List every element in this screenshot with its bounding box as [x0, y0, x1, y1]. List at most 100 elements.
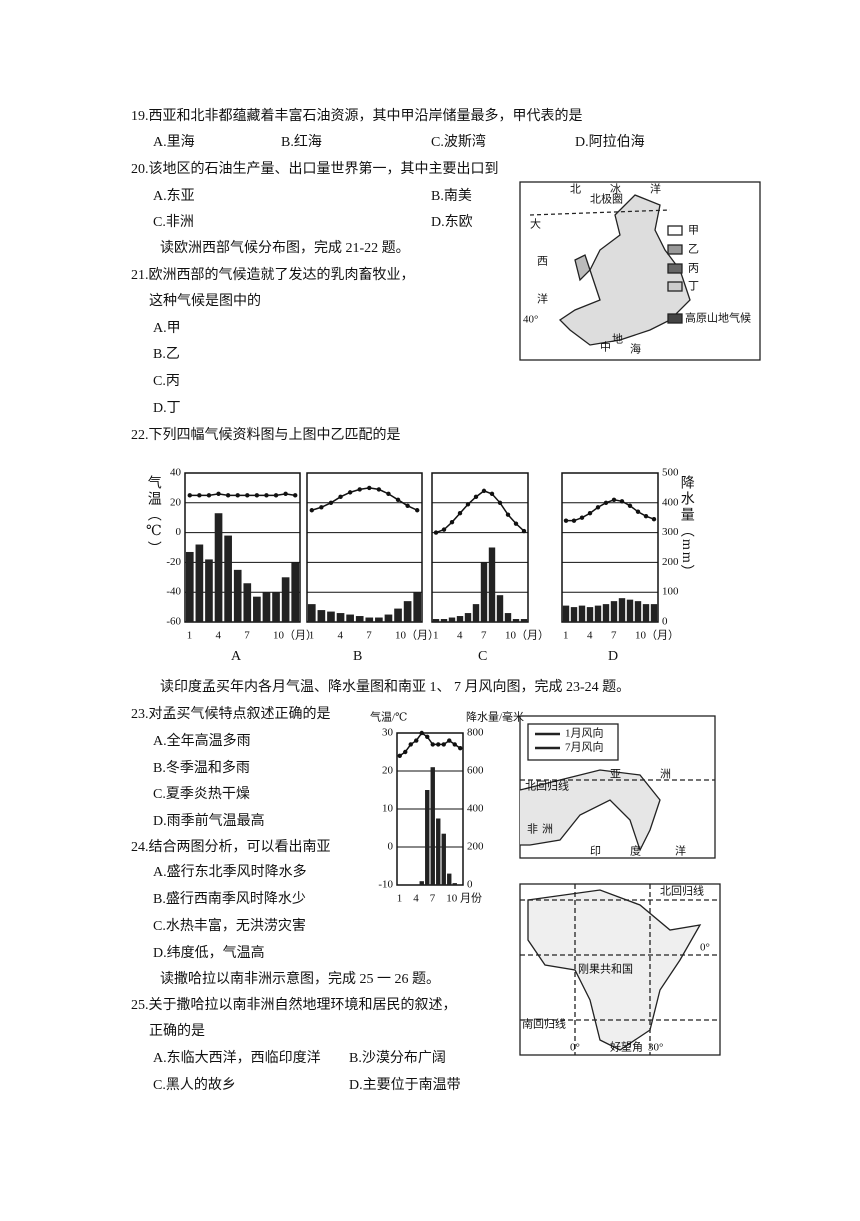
precipitation-bar — [430, 767, 435, 885]
y-tick-label: 40 — [170, 467, 182, 479]
south-asia-map — [519, 715, 716, 859]
precipitation-bar — [618, 598, 626, 622]
option: B.沙漠分布广阔 — [349, 1050, 446, 1066]
precipitation-bar — [233, 569, 242, 622]
panel-label: B — [353, 649, 362, 664]
temperature-point — [397, 753, 402, 758]
temperature-point — [458, 746, 463, 751]
temperature-point — [619, 499, 625, 504]
x-tick-label: 7 — [481, 630, 487, 642]
precipitation-bar — [307, 604, 316, 622]
temperature-point — [408, 742, 413, 747]
option: D.纬度低，气温高 — [153, 944, 265, 961]
precipitation-bar — [272, 592, 280, 622]
temperature-point — [481, 488, 487, 494]
option: B.乙 — [153, 346, 180, 362]
temperature-point — [651, 516, 657, 522]
precipitation-bar — [626, 599, 634, 622]
option: D.东欧 — [431, 214, 473, 230]
map-label: 北回归线 — [660, 884, 704, 898]
temperature-point — [264, 493, 269, 498]
y-tick-label: 10 — [382, 803, 394, 815]
temperature-point — [328, 500, 334, 505]
instruction: 读撒哈拉以南非洲示意图，完成 25 一 26 题。 — [160, 970, 440, 987]
x-tick-label: 10（月） — [505, 629, 549, 642]
x-tick-label: 10（月） — [395, 629, 439, 642]
x-tick-label: 1 — [397, 893, 403, 905]
temperature-point — [319, 505, 324, 510]
legend-label: 丙 — [688, 263, 699, 275]
temperature-point — [338, 494, 343, 500]
y-tick-label: -60 — [166, 616, 181, 628]
legend-label: 高原山地气候 — [685, 311, 751, 325]
precipitation-bar — [464, 613, 472, 622]
precipitation-bar — [504, 613, 512, 622]
x-tick-label: 1 — [433, 630, 439, 642]
map-label: 洋 — [650, 182, 661, 196]
precipitation-bar — [436, 818, 441, 885]
precipitation-bar — [205, 559, 213, 622]
legend-label: 7月风向 — [565, 740, 604, 754]
legend-label: 丁 — [688, 281, 699, 293]
temperature-point — [497, 500, 503, 505]
precipitation-bar — [512, 619, 520, 622]
temperature-point — [225, 493, 231, 498]
option: D.丁 — [153, 401, 181, 416]
y-tick-label: -40 — [166, 586, 181, 598]
temperature-point — [293, 493, 298, 498]
temperature-point — [587, 511, 593, 516]
precipitation-bar — [578, 605, 586, 622]
option: B.冬季温和多雨 — [153, 759, 250, 776]
map-label: 北回归线 — [525, 779, 569, 793]
map-label: 大 — [530, 217, 541, 231]
option: A.里海 — [153, 134, 195, 150]
option: D.阿拉伯海 — [575, 134, 645, 150]
precipitation-bar — [488, 547, 496, 622]
precipitation-bar — [594, 605, 602, 622]
map-label: 洋 — [537, 292, 548, 306]
panel-label: D — [608, 649, 618, 664]
option: C.波斯湾 — [431, 133, 486, 150]
instruction: 读欧洲西部气候分布图，完成 21-22 题。 — [160, 239, 410, 256]
option: B.南美 — [431, 188, 472, 204]
option: A.甲 — [153, 321, 181, 336]
temperature-point — [415, 508, 420, 513]
temperature-point — [513, 521, 519, 526]
temperature-point — [245, 493, 250, 498]
y-tick-label: 0 — [388, 841, 394, 853]
map-label: 南回归线 — [522, 1017, 566, 1031]
precipitation-bar — [520, 619, 528, 622]
temperature-point — [452, 742, 457, 747]
temperature-point — [505, 512, 511, 517]
precipitation-bar — [650, 604, 658, 622]
y2-tick-label: 500 — [662, 467, 679, 479]
temperature-point — [386, 491, 391, 497]
map-label: 0° — [700, 942, 710, 954]
y-tick-label: 20 — [170, 496, 182, 508]
x-tick-label: 4 — [457, 630, 463, 642]
question-stem: 22.下列四幅气候资料图与上图中乙匹配的是 — [131, 427, 401, 443]
question-stem: 19.西亚和北非都蕴藏着丰富石油资源，其中甲沿岸储量最多，甲代表的是 — [131, 107, 583, 124]
precipitation-bar — [425, 790, 430, 885]
temperature-point — [216, 491, 221, 497]
precipitation-bar — [570, 607, 578, 622]
africa-map — [519, 883, 721, 1056]
question-stem: 25.关于撒哈拉以南非洲自然地理环境和居民的叙述， — [131, 996, 457, 1013]
x-tick-label: 7 — [611, 630, 617, 642]
option: D.主要位于南温带 — [349, 1077, 461, 1093]
panel-label: C — [478, 649, 487, 664]
y-tick-label: -10 — [378, 879, 393, 891]
precipitation-bar — [634, 601, 642, 622]
temperature-point — [563, 518, 569, 523]
precipitation-bar — [185, 551, 194, 622]
y2-tick-label: 100 — [662, 586, 679, 598]
precipitation-bar — [262, 592, 271, 622]
temperature-point — [273, 493, 279, 498]
y2-tick-label: 800 — [467, 727, 484, 739]
y2-axis-label: 降水量/毫米 — [466, 710, 524, 724]
temperature-point — [376, 487, 382, 492]
x-tick-label: 7 — [430, 893, 436, 905]
temperature-point — [197, 493, 202, 498]
